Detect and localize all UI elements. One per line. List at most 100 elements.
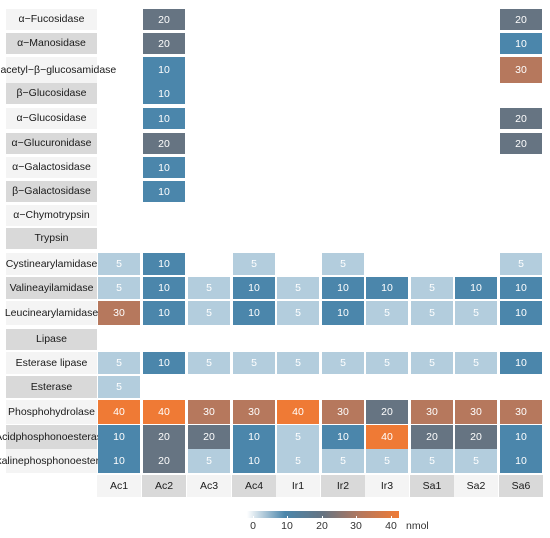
legend-tick: 0 (250, 520, 256, 532)
row-label: α−Chymotrypsin (6, 205, 97, 226)
heatmap-cell: 20 (143, 33, 185, 54)
heatmap-cell: 30 (322, 400, 364, 424)
heatmap-cell: 5 (322, 449, 364, 473)
row-label: β−Galactosidase (6, 181, 97, 202)
heatmap-cell: 5 (233, 352, 275, 374)
heatmap-cell: 20 (500, 133, 542, 154)
legend-tick: 30 (350, 520, 362, 532)
heatmap-cell: 10 (322, 301, 364, 325)
heatmap-cell: 5 (233, 253, 275, 275)
row-label: α−Galactosidase (6, 157, 97, 178)
heatmap-cell: 10 (322, 425, 364, 449)
heatmap-cell: 10 (233, 449, 275, 473)
heatmap-cell: 10 (143, 253, 185, 275)
heatmap-cell: 5 (322, 352, 364, 374)
heatmap-cell: 10 (233, 301, 275, 325)
heatmap-cell: 10 (98, 425, 140, 449)
heatmap-cell: 5 (98, 376, 140, 398)
heatmap-cell: 10 (98, 449, 140, 473)
heatmap-cell: 5 (277, 449, 319, 473)
row-label: N−acetyl−β−glucosamidase (0, 57, 116, 83)
heatmap-cell: 5 (188, 449, 230, 473)
heatmap-cell: 5 (455, 449, 497, 473)
heatmap-cell: 20 (411, 425, 453, 449)
heatmap-cell: 30 (411, 400, 453, 424)
row-label: Trypsin (6, 228, 97, 249)
heatmap-cell: 5 (455, 352, 497, 374)
heatmap-cell: 5 (411, 277, 453, 299)
column-label: Sa1 (410, 475, 454, 497)
heatmap-cell: 5 (188, 301, 230, 325)
legend-unit: nmol (406, 520, 429, 532)
column-label: Ac3 (187, 475, 231, 497)
column-label: Ac4 (232, 475, 276, 497)
heatmap-cell: 10 (143, 181, 185, 202)
heatmap-cell: 20 (500, 9, 542, 30)
heatmap-cell: 10 (233, 425, 275, 449)
heatmap-cell: 10 (143, 157, 185, 178)
heatmap-cell: 30 (233, 400, 275, 424)
heatmap-cell: 10 (455, 277, 497, 299)
heatmap-cell: 20 (143, 449, 185, 473)
legend-tick-mark (356, 516, 357, 519)
heatmap-cell: 20 (366, 400, 408, 424)
row-label: β−Glucosidase (6, 83, 97, 104)
column-label: Ir1 (276, 475, 320, 497)
heatmap-cell: 20 (455, 425, 497, 449)
legend-tick: 10 (281, 520, 293, 532)
heatmap-cell: 10 (500, 425, 542, 449)
heatmap-cell: 5 (98, 253, 140, 275)
legend-tick-mark (322, 516, 323, 519)
heatmap-cell: 5 (411, 449, 453, 473)
legend-tick-mark (391, 516, 392, 519)
heatmap-cell: 10 (143, 108, 185, 129)
heatmap-cell: 20 (500, 108, 542, 129)
heatmap-cell: 10 (366, 277, 408, 299)
heatmap-cell: 30 (188, 400, 230, 424)
heatmap-cell: 5 (411, 352, 453, 374)
heatmap-cell: 10 (143, 301, 185, 325)
legend-tick: 20 (316, 520, 328, 532)
heatmap-cell: 10 (500, 449, 542, 473)
heatmap-cell: 10 (500, 301, 542, 325)
heatmap-cell: 5 (366, 301, 408, 325)
row-label: Valine ayilamidase (6, 277, 97, 299)
heatmap-cell: 10 (500, 277, 542, 299)
legend-tick-mark (253, 516, 254, 519)
heatmap-cell: 5 (277, 301, 319, 325)
heatmap-cell: 20 (188, 425, 230, 449)
row-label: α−Fucosidase (6, 9, 97, 30)
heatmap-cell: 10 (143, 83, 185, 104)
row-label: Esterase (6, 376, 97, 398)
heatmap-cell: 40 (366, 425, 408, 449)
heatmap-cell: 5 (455, 301, 497, 325)
row-label: α−Glucosidase (6, 108, 97, 129)
heatmap-cell: 5 (366, 352, 408, 374)
heatmap-cell: 5 (277, 425, 319, 449)
legend-gradient-bar (247, 511, 399, 518)
column-label: Sa6 (499, 475, 543, 497)
heatmap-cell: 40 (277, 400, 319, 424)
row-label: Acidphosphonoesterase (0, 425, 108, 449)
heatmap-cell: 10 (500, 33, 542, 54)
heatmap-cell: 5 (188, 352, 230, 374)
heatmap-cell: 30 (98, 301, 140, 325)
row-label: Esterase lipase (6, 352, 97, 374)
column-label: Sa2 (454, 475, 498, 497)
heatmap-cell: 5 (98, 352, 140, 374)
column-label: Ac1 (97, 475, 141, 497)
column-label: Ac2 (142, 475, 186, 497)
heatmap-cell: 20 (143, 9, 185, 30)
heatmap-cell: 30 (500, 400, 542, 424)
heatmap-cell: 5 (411, 301, 453, 325)
heatmap-cell: 5 (277, 352, 319, 374)
heatmap-cell: 5 (322, 253, 364, 275)
row-label: α−Manosidase (6, 33, 97, 54)
row-label: Lipase (6, 329, 97, 350)
column-label: Ir2 (321, 475, 365, 497)
row-label: Leucine arylamidase (5, 301, 98, 325)
row-label: α−Glucuronidase (6, 133, 97, 154)
heatmap-cell: 40 (143, 400, 185, 424)
heatmap-cell: 10 (233, 277, 275, 299)
